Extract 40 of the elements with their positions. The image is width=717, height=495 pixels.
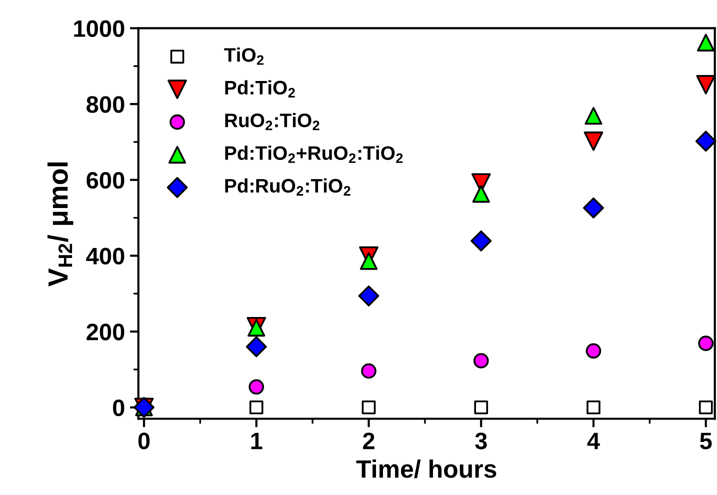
x-tick-label: 4 <box>587 432 600 450</box>
x-tick-label: 1 <box>251 432 262 450</box>
point <box>586 400 600 414</box>
y-tick-label: 600 <box>86 172 124 189</box>
point <box>472 185 490 203</box>
x-tick-label: 5 <box>700 432 712 450</box>
point <box>696 75 716 94</box>
point <box>698 336 714 351</box>
y-tick-label: 0 <box>112 399 124 416</box>
point <box>358 285 380 306</box>
legend-label: Pd:TiO$_{2}$ <box>225 80 295 98</box>
point <box>584 106 602 125</box>
point <box>361 363 376 379</box>
y-tick-label: 400 <box>86 248 124 265</box>
point <box>246 336 267 358</box>
point <box>248 379 264 395</box>
point <box>698 400 713 414</box>
point <box>586 343 602 359</box>
point <box>470 230 492 252</box>
x-tick-label: 2 <box>362 432 374 450</box>
point <box>697 34 715 52</box>
point <box>695 130 716 152</box>
point <box>362 400 376 414</box>
y-tick-label: 1000 <box>74 20 124 38</box>
x-tick-label: 3 <box>475 432 487 450</box>
y-axis-title: V$_{H2}$/ μmol <box>48 162 74 286</box>
point <box>249 400 264 414</box>
legend-label: Pd:RuO$_{2}$:TiO$_{2}$ <box>225 178 350 196</box>
x-tick-label: 0 <box>138 432 150 450</box>
point <box>360 252 378 270</box>
legend-label: RuO$_{2}$:TiO$_{2}$ <box>225 112 320 130</box>
point <box>584 132 604 151</box>
point <box>583 197 604 218</box>
legend-label: Pd:TiO$_{2}$+RuO$_{2}$:TiO$_{2}$ <box>225 146 403 163</box>
y-tick-label: 200 <box>86 324 124 340</box>
x-axis-title: Time/ hours <box>356 460 496 478</box>
y-tick-label: 800 <box>86 96 124 113</box>
point <box>473 353 489 368</box>
legend-label: TiO$_{2}$ <box>224 48 264 65</box>
point <box>474 400 488 414</box>
